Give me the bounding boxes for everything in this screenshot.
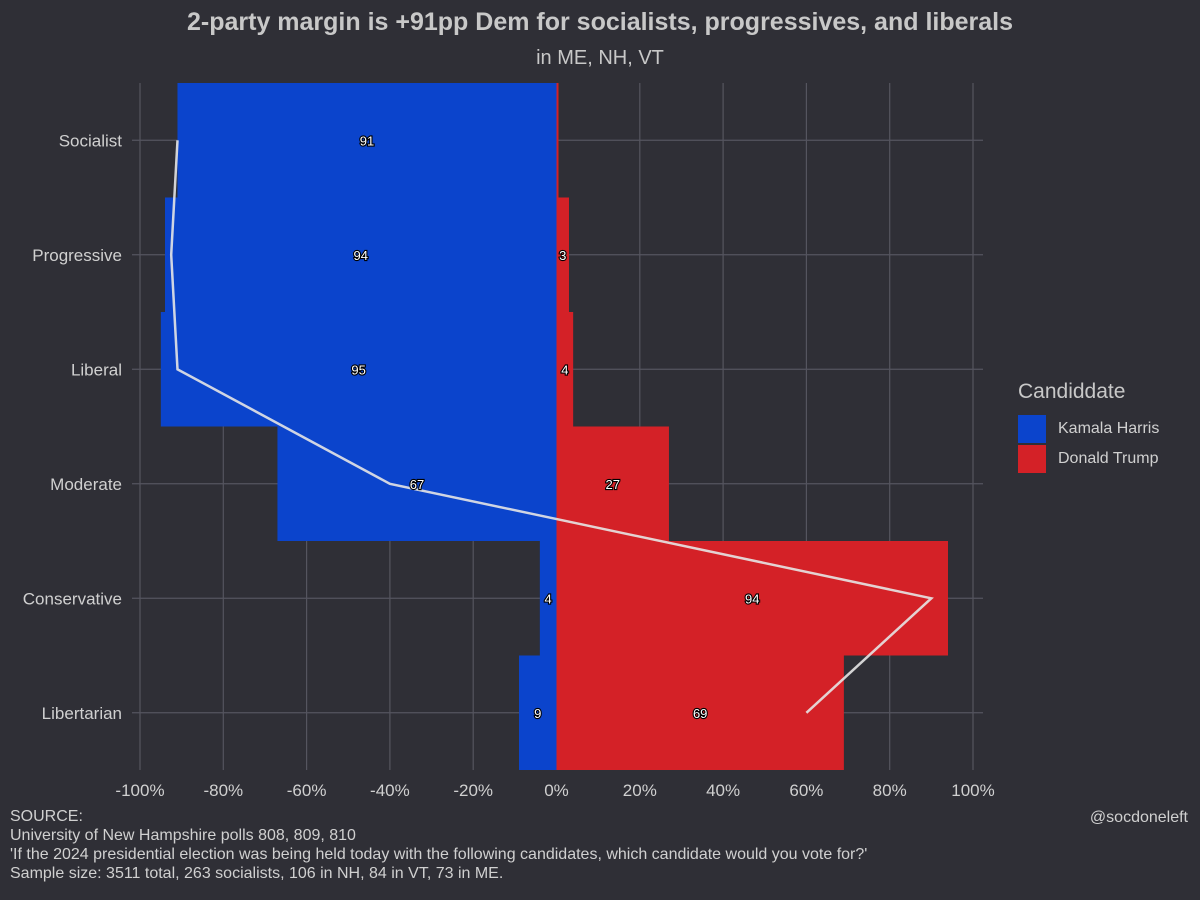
legend-swatch-harris [1018,415,1046,443]
data-label-harris: 9 [534,706,541,721]
x-tick-label: -40% [370,781,410,800]
y-tick-label: Liberal [71,360,122,379]
x-tick-label: -100% [115,781,164,800]
legend-title: Candiddate [1018,380,1126,403]
bar-trump [556,197,569,312]
data-label-harris: 4 [545,591,552,606]
data-label-harris: 95 [351,362,365,377]
data-label-trump: 94 [745,591,759,606]
caption-line: Sample size: 3511 total, 263 socialists,… [10,865,504,882]
x-tick-label: 100% [951,781,994,800]
x-tick-label: 40% [706,781,740,800]
data-label-trump: 69 [693,706,707,721]
x-tick-label: 60% [789,781,823,800]
y-tick-label: Moderate [50,475,122,494]
margin-line [169,140,934,714]
legend-label-trump: Donald Trump [1058,450,1159,467]
chart-area: 91 94 3 95 4 67 27 4 94 9 69 Socialist Progressive Li… [23,83,995,800]
bar-harris [164,197,557,312]
bar-trump [556,312,574,427]
bar-harris [539,541,557,656]
y-tick-label: Conservative [23,589,122,608]
x-tick-label: -80% [203,781,243,800]
source-caption: SOURCE: University of New Hampshire poll… [10,807,867,883]
x-tick-label: 20% [623,781,657,800]
bar-harris [519,655,557,770]
x-tick-label: -60% [287,781,327,800]
data-label-trump: 27 [605,477,619,492]
y-tick-label: Progressive [32,246,122,265]
data-label-harris: 91 [360,133,374,148]
legend-item-trump: Donald Trump [1018,444,1159,474]
author-credit: @socdoneleft [1089,809,1188,826]
bar-harris [177,83,557,198]
data-label-trump: 4 [561,362,568,377]
data-label-trump: 3 [559,248,566,263]
legend-item-harris: Kamala Harris [1018,414,1159,444]
bar-harris [160,312,557,427]
chart-title: 2-party margin is +91pp Dem for socialis… [186,8,1013,36]
bar-trump [556,655,844,770]
chart-subtitle: in ME, NH, VT [536,47,664,69]
legend: Candiddate Kamala Harris Donald Trump [1018,380,1159,474]
x-tick-label: 80% [873,781,907,800]
caption-line: 'If the 2024 presidential election was b… [10,846,868,863]
x-tick-label: -20% [453,781,493,800]
legend-swatch-trump [1018,445,1046,473]
caption-line: SOURCE: [10,808,83,825]
y-tick-label: Libertarian [42,704,122,723]
bar-harris [277,426,557,541]
data-label-harris: 94 [354,248,368,263]
caption-line: University of New Hampshire polls 808, 8… [10,827,356,844]
data-label-harris: 67 [410,477,424,492]
y-tick-label: Socialist [59,131,123,150]
x-tick-label: 0% [544,781,569,800]
legend-label-harris: Kamala Harris [1058,420,1160,437]
